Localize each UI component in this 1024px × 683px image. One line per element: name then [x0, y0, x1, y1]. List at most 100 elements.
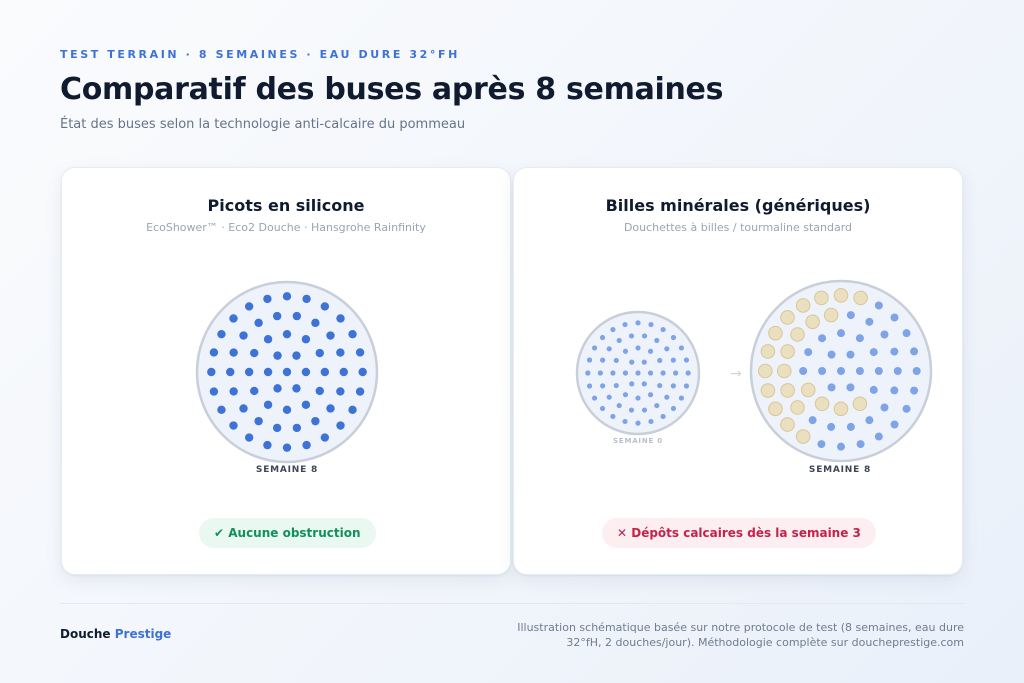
nozzle-dot	[622, 348, 629, 354]
limescale-deposit	[790, 327, 805, 342]
nozzle-dot	[855, 334, 864, 343]
card-subtitle: EcoShower™ · Eco2 Douche · Hansgrohe Rai…	[146, 221, 426, 234]
nozzle-dot	[586, 357, 593, 363]
nozzle-dot	[635, 395, 641, 401]
nozzle-dot	[648, 418, 654, 425]
nozzle-dot	[622, 418, 628, 425]
nozzle-dot	[846, 383, 855, 392]
nozzle-dot	[244, 367, 254, 377]
card-silicone: Picots en silicone EcoShower™ · Eco2 Dou…	[61, 167, 511, 575]
nozzle-dot	[910, 347, 919, 356]
nozzle-dot	[902, 329, 911, 338]
nozzle-dot	[244, 433, 254, 442]
disc-label-week8: SEMAINE 8	[255, 465, 319, 475]
nozzle-dot	[622, 370, 629, 376]
nozzle-dot	[827, 350, 836, 359]
nozzle-dot	[282, 367, 292, 377]
footer-divider	[60, 603, 964, 604]
nozzle-dot	[880, 330, 889, 339]
nozzle-dot	[890, 347, 899, 356]
nozzle-dot	[302, 440, 311, 450]
page-title: Comparatif des buses après 8 semaines	[60, 72, 724, 107]
nozzle-dot	[239, 331, 248, 340]
nozzle-dot	[622, 321, 628, 328]
nozzle-dot	[865, 416, 874, 425]
nozzle-dot	[326, 404, 335, 413]
nozzle-dot	[629, 381, 635, 387]
nozzle-dot	[254, 318, 263, 328]
nozzle-dot	[657, 382, 663, 389]
nozzle-dot	[311, 416, 320, 426]
nozzle-dot	[250, 348, 259, 358]
nozzle-dot	[282, 405, 292, 415]
nozzle-dot	[610, 413, 616, 420]
nozzle-dot	[664, 394, 670, 400]
nozzle-dot	[320, 433, 330, 442]
arrow-icon: →	[730, 366, 742, 382]
limescale-deposit	[805, 314, 820, 330]
nozzle-dot	[654, 402, 660, 409]
nozzle-dot	[600, 383, 606, 389]
nozzle-dot	[635, 345, 641, 351]
limescale-deposit	[823, 307, 839, 323]
nozzle-dot	[320, 302, 330, 311]
nozzle-dot	[613, 382, 619, 389]
nozzle-dot	[890, 313, 899, 322]
nozzle-dot	[273, 384, 282, 393]
nozzle-dot	[846, 422, 855, 431]
nozzle-dot	[827, 383, 836, 392]
nozzle-dot	[641, 381, 647, 387]
nozzle-dot	[292, 311, 302, 321]
nozzle-dot	[629, 359, 635, 365]
brand-logo: Douche Prestige	[60, 627, 171, 641]
nozzle-dot	[229, 348, 238, 357]
limescale-deposit	[795, 298, 811, 313]
nozzle-dot	[657, 357, 663, 364]
nozzle-dot	[869, 348, 878, 357]
limescale-deposit	[760, 344, 776, 359]
nozzle-dot	[263, 440, 272, 450]
card-title: Picots en silicone	[207, 196, 365, 215]
nozzle-dot	[890, 386, 899, 395]
nozzle-dot	[239, 404, 248, 413]
nozzle-dot	[336, 314, 345, 323]
nozzle-dot	[209, 387, 219, 396]
limescale-deposit	[833, 401, 849, 417]
brand-primary: Douche	[60, 627, 111, 641]
nozzle-dot	[910, 386, 919, 395]
nozzle-dot	[678, 395, 685, 401]
nozzle-dot	[874, 432, 883, 441]
nozzle-dot	[808, 416, 817, 425]
nozzle-dot	[229, 314, 238, 323]
nozzle-dot	[320, 367, 330, 377]
nozzle-dot	[846, 350, 855, 359]
nozzle-dot	[616, 337, 622, 344]
nozzle-dot	[660, 413, 666, 420]
nozzle-dot	[282, 443, 292, 452]
nozzle-dot	[207, 367, 216, 377]
nozzle-dot	[890, 420, 899, 429]
nozzle-dot	[647, 392, 654, 398]
nozzle-dot	[683, 383, 690, 389]
nozzle-dot	[837, 329, 845, 338]
nozzle-dot	[641, 333, 648, 339]
nozzle-dot	[250, 386, 259, 396]
limescale-deposit	[814, 290, 829, 306]
nozzle-dot	[641, 407, 648, 413]
nozzle-dot	[837, 442, 845, 451]
shower-head-disc-week8	[195, 280, 379, 464]
limescale-deposit	[776, 363, 792, 379]
nozzle-dot	[613, 357, 619, 364]
nozzle-dot	[912, 367, 921, 375]
limescale-deposit	[800, 382, 816, 398]
limescale-deposit	[758, 363, 773, 379]
nozzle-dot	[869, 385, 878, 394]
limescale-deposit	[780, 417, 795, 432]
nozzle-dot	[326, 331, 335, 340]
nozzle-dot	[336, 421, 345, 430]
nozzle-dot	[660, 326, 666, 333]
nozzle-dot	[597, 370, 603, 376]
shower-head-disc-week0	[575, 310, 701, 436]
nozzle-dot	[282, 292, 292, 301]
nozzle-dot	[635, 320, 641, 326]
